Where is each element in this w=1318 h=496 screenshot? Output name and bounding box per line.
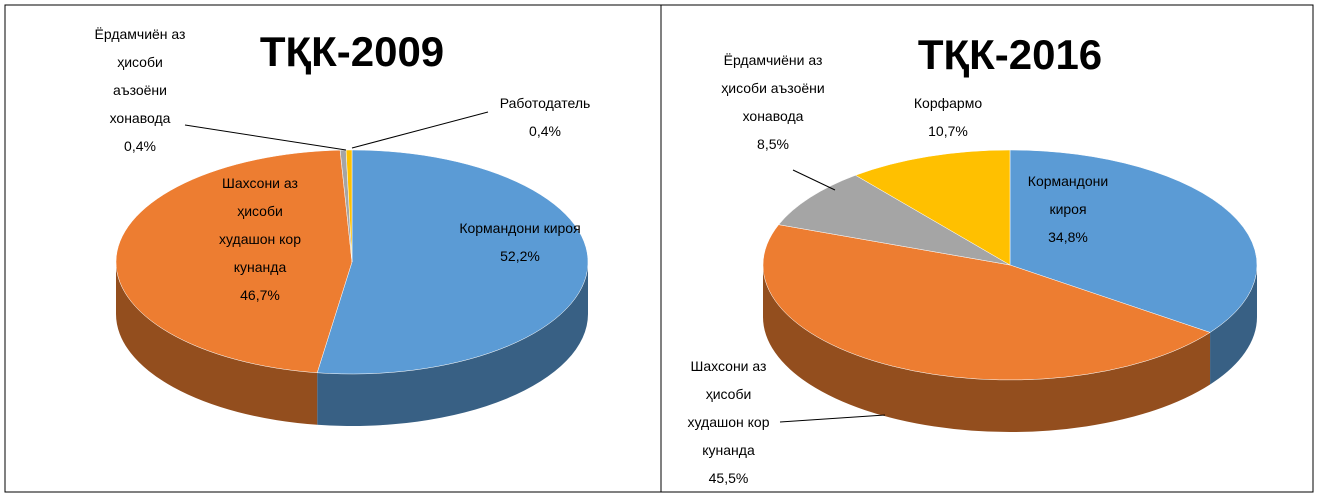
label-name: Работодатель	[499, 95, 591, 111]
slice	[115, 149, 353, 374]
label-value: 52,2%	[500, 248, 540, 264]
slice	[778, 174, 1011, 266]
data-label: Работодатель 0,4%	[480, 89, 610, 145]
leader-line	[779, 414, 886, 423]
label-value: 46,7%	[240, 287, 280, 303]
slice-side	[1210, 265, 1257, 385]
label-name: Корфармо	[913, 95, 983, 111]
data-label: Кормандони кироя 34,8%	[1013, 167, 1123, 251]
label-name: Кормандони кироя	[1027, 173, 1109, 217]
frame	[4, 4, 1314, 493]
label-value: 0,4%	[124, 138, 156, 154]
label-value: 10,7%	[928, 123, 968, 139]
leader-line	[351, 111, 489, 149]
slice-side	[116, 262, 318, 425]
label-name: Шахсони аз ҳисоби худашон кор кунанда	[219, 175, 301, 275]
label-name: Ёрдамчиён аз ҳисоби аъзоёни хонавода	[94, 26, 186, 126]
label-value: 0,4%	[529, 123, 561, 139]
data-label: Корфармо 10,7%	[888, 89, 1008, 145]
slice	[1009, 149, 1258, 333]
slice	[316, 149, 589, 375]
slice	[854, 149, 1011, 266]
data-label: Ёрдамчиён аз ҳисоби аъзоёни хонавода 0,4%	[90, 20, 190, 160]
chart-title: ТҚК-2009	[259, 28, 445, 75]
label-value: 45,5%	[708, 470, 749, 486]
data-label: Кормандони кироя 52,2%	[450, 214, 590, 270]
leader-line	[184, 124, 347, 151]
label-name: Ёрдамчиёни аз ҳисоби аъзоёни хонавода	[721, 52, 825, 124]
slice	[345, 149, 353, 263]
slice-side	[763, 265, 1211, 432]
label-value: 8,5%	[757, 136, 789, 152]
label-value: 34,8%	[1048, 229, 1088, 245]
slice	[762, 224, 1211, 381]
chart-title: ТҚК-2016	[917, 31, 1103, 78]
data-label: Ёрдамчиёни аз ҳисоби аъзоёни хонавода 8,5…	[713, 46, 833, 158]
label-name: Кормандони кироя	[459, 220, 581, 236]
data-label: Шахсони аз ҳисоби худашон кор кунанда 46,…	[210, 169, 310, 309]
leader-line	[792, 169, 836, 191]
data-label: Шахсони аз ҳисоби худашон кор кунанда 45,…	[686, 352, 771, 492]
slice-side	[317, 262, 588, 426]
label-name: Шахсони аз ҳисоби худашон кор кунанда	[687, 358, 770, 458]
